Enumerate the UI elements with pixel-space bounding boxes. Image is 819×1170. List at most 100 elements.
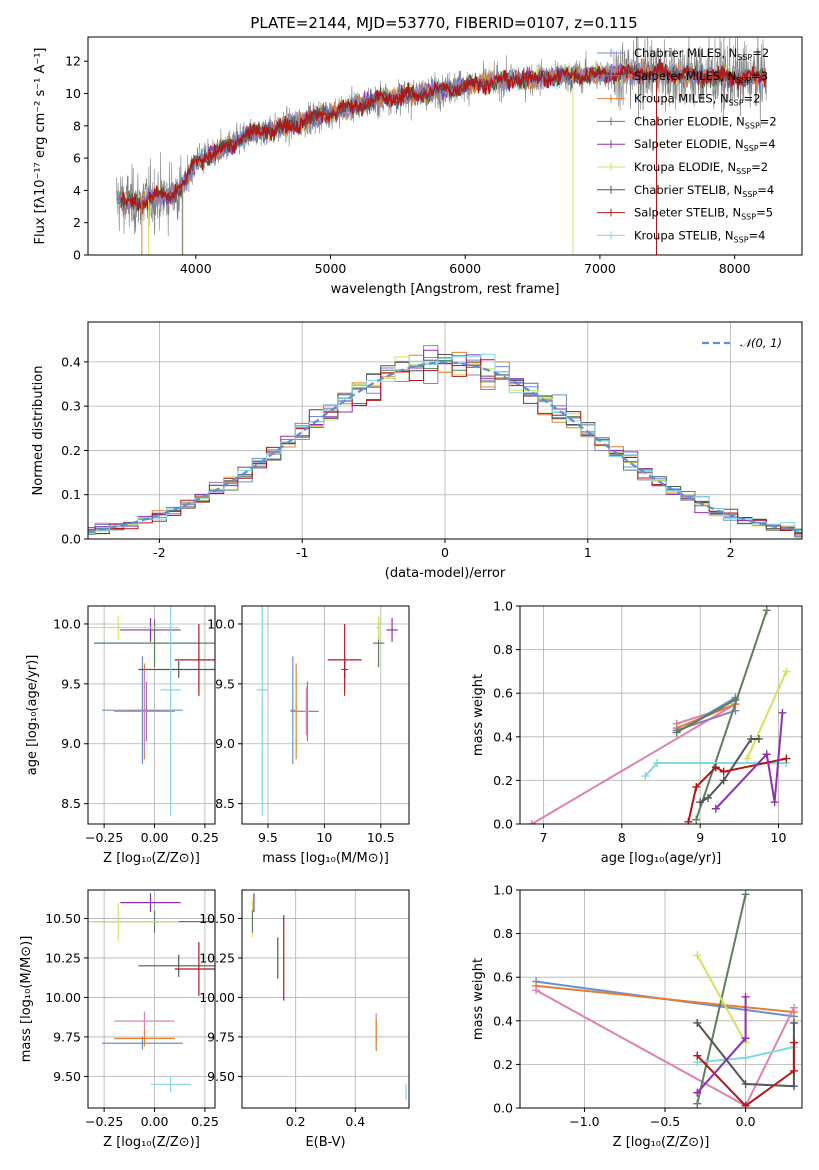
y-tick-label: 6 (73, 151, 81, 166)
y-tick-label: 10.00 (199, 990, 235, 1005)
y-tick-label: 10.25 (45, 950, 81, 965)
legend-entry-suffix: =2 (752, 46, 769, 60)
y-tick-label: 4 (73, 183, 81, 198)
x-axis-label: E(B-V) (305, 1135, 345, 1150)
weight-marker (719, 767, 728, 776)
y-tick-label: 2 (73, 215, 81, 230)
weight-marker (693, 1051, 702, 1060)
y-tick-label: 0 (73, 248, 81, 263)
x-tick-label: 2 (727, 545, 735, 560)
legend-entry-sub: SSP (744, 144, 759, 153)
histogram-step-chabrier_stelib (88, 354, 802, 538)
y-tick-label: 1.0 (493, 599, 513, 614)
weight-line-chabrier_elodie (676, 698, 736, 734)
weight-line-salpeter_stelib (687, 757, 787, 823)
weight-marker (532, 986, 541, 995)
x-tick-label: 8 (618, 830, 626, 845)
plot-area (532, 890, 798, 1108)
y-tick-label: 0.2 (61, 443, 81, 458)
x-tick-label: 10 (316, 830, 332, 845)
y-tick-label: 0.8 (493, 926, 513, 941)
y-tick-label: 9.50 (53, 1069, 81, 1084)
legend-entry-name: Salpeter ELODIE, N (634, 137, 744, 151)
legend-entry-sub: SSP (736, 167, 751, 176)
weight-marker (762, 606, 771, 615)
y-tick-label: 0.8 (493, 642, 513, 657)
weight-marker (641, 772, 650, 781)
weight-line-chabrier_elodie (695, 610, 768, 820)
y-tick-label: 0.4 (493, 1013, 513, 1028)
weight-marker (741, 1101, 750, 1108)
spectrum-panel: 4000 5000 6000 7000 8000 0 2 4 6 8 10 12 wavelength … (33, 36, 803, 297)
weight-line-kroupa_elodie (746, 670, 788, 760)
y-tick-label: 0.2 (493, 773, 513, 788)
plot-area (88, 345, 802, 538)
x-tick-label: 0.25 (191, 1114, 219, 1129)
figure-title: PLATE=2144, MJD=53770, FIBERID=0107, z=0… (250, 14, 637, 32)
x-tick-label: 9 (696, 830, 704, 845)
legend-entry: Salpeter MILES, NSSP=3 (634, 69, 768, 85)
axes-frame (87, 605, 216, 825)
weight-line-salpeter_elodie (715, 712, 784, 810)
y-tick-label: 10.0 (207, 616, 235, 631)
weight-marker (693, 1099, 702, 1108)
plot-area (116, 37, 768, 255)
weight-marker (692, 815, 701, 824)
x-tick-label: 0.25 (191, 830, 219, 845)
legend-entry: Chabrier ELODIE, NSSP=2 (634, 114, 777, 130)
legend-entry: Chabrier STELIB, NSSP=4 (634, 183, 774, 199)
weight-marker (711, 763, 720, 772)
weight-marker (672, 728, 681, 737)
weight-marker (747, 734, 756, 743)
x-tick-label: 10.5 (367, 830, 395, 845)
x-tick-label: 7 (540, 830, 548, 845)
x-tick-label: 0.2 (286, 1114, 306, 1129)
x-tick-label: 8000 (719, 261, 751, 276)
weight-marker (741, 1053, 750, 1062)
normal-pdf-curve (88, 361, 802, 533)
residual-histogram-panel: -2 -1 0 1 2 0.0 0.1 0.2 0.3 0.4 (data-model)/error… (31, 321, 803, 581)
y-tick-label: 0.1 (61, 487, 81, 502)
y-tick-label: 10 (65, 86, 81, 101)
weight-line-kroupa_miles (535, 984, 795, 1014)
weight-marker (743, 754, 752, 763)
x-tick-label: −1.0 (569, 1114, 599, 1129)
x-tick-label: −0.5 (650, 1114, 680, 1129)
x-tick-label: 5000 (315, 261, 347, 276)
y-axis-label: Flux [fλ10⁻¹⁷ erg cm⁻² s⁻¹ A⁻¹] (33, 48, 48, 245)
weight-marker (693, 951, 702, 960)
legend-entry: Kroupa STELIB, NSSP=4 (634, 228, 765, 244)
legend-entry-sub: SSP (741, 213, 756, 222)
y-tick-label: 9.0 (215, 736, 235, 751)
x-tick-label: 10 (771, 830, 787, 845)
y-tick-label: 10.50 (199, 911, 235, 926)
legend-entry-suffix: =2 (744, 92, 761, 106)
weight-marker (782, 754, 791, 763)
legend-entry-name: Salpeter MILES, N (634, 69, 736, 83)
weight-marker (711, 804, 720, 813)
x-axis-label: Z [log₁₀(Z/Z⊙)] (103, 851, 200, 866)
y-axis-label: age [log₁₀(age/yr)] (25, 655, 40, 776)
legend-entry-suffix: =2 (751, 160, 768, 174)
x-axis-label: age [log₁₀(age/yr)] (601, 851, 722, 866)
y-axis-label: mass weight (471, 674, 486, 756)
weight-marker (741, 992, 750, 1001)
y-axis-label: mass [log₁₀(M/M⊙)] (19, 936, 34, 1063)
y-tick-label: 0.3 (61, 399, 81, 414)
mass-vs-ebv-panel: 0.2 0.4 9.50 9.75 10.00 10.25 10.50 E(B-V) (199, 889, 410, 1150)
y-tick-label: 10.50 (45, 911, 81, 926)
y-tick-label: 0.0 (61, 532, 81, 547)
legend-entry-name: Chabrier STELIB, N (634, 183, 742, 197)
weight-marker (692, 782, 701, 791)
x-tick-label: 0.0 (736, 1114, 756, 1129)
legend-entry-name: Kroupa MILES, N (634, 92, 729, 106)
y-axis-label: mass weight (471, 958, 486, 1040)
weight-marker (741, 1034, 750, 1043)
weight-marker (731, 695, 740, 704)
legend-entry: Kroupa ELODIE, NSSP=2 (634, 160, 768, 176)
weight-marker (693, 1088, 702, 1097)
legend-entry-suffix: =4 (757, 183, 774, 197)
x-axis-label: mass [log₁₀(M/M⊙)] (262, 851, 389, 866)
y-tick-label: 10.0 (53, 616, 81, 631)
plot-area (251, 893, 407, 1101)
